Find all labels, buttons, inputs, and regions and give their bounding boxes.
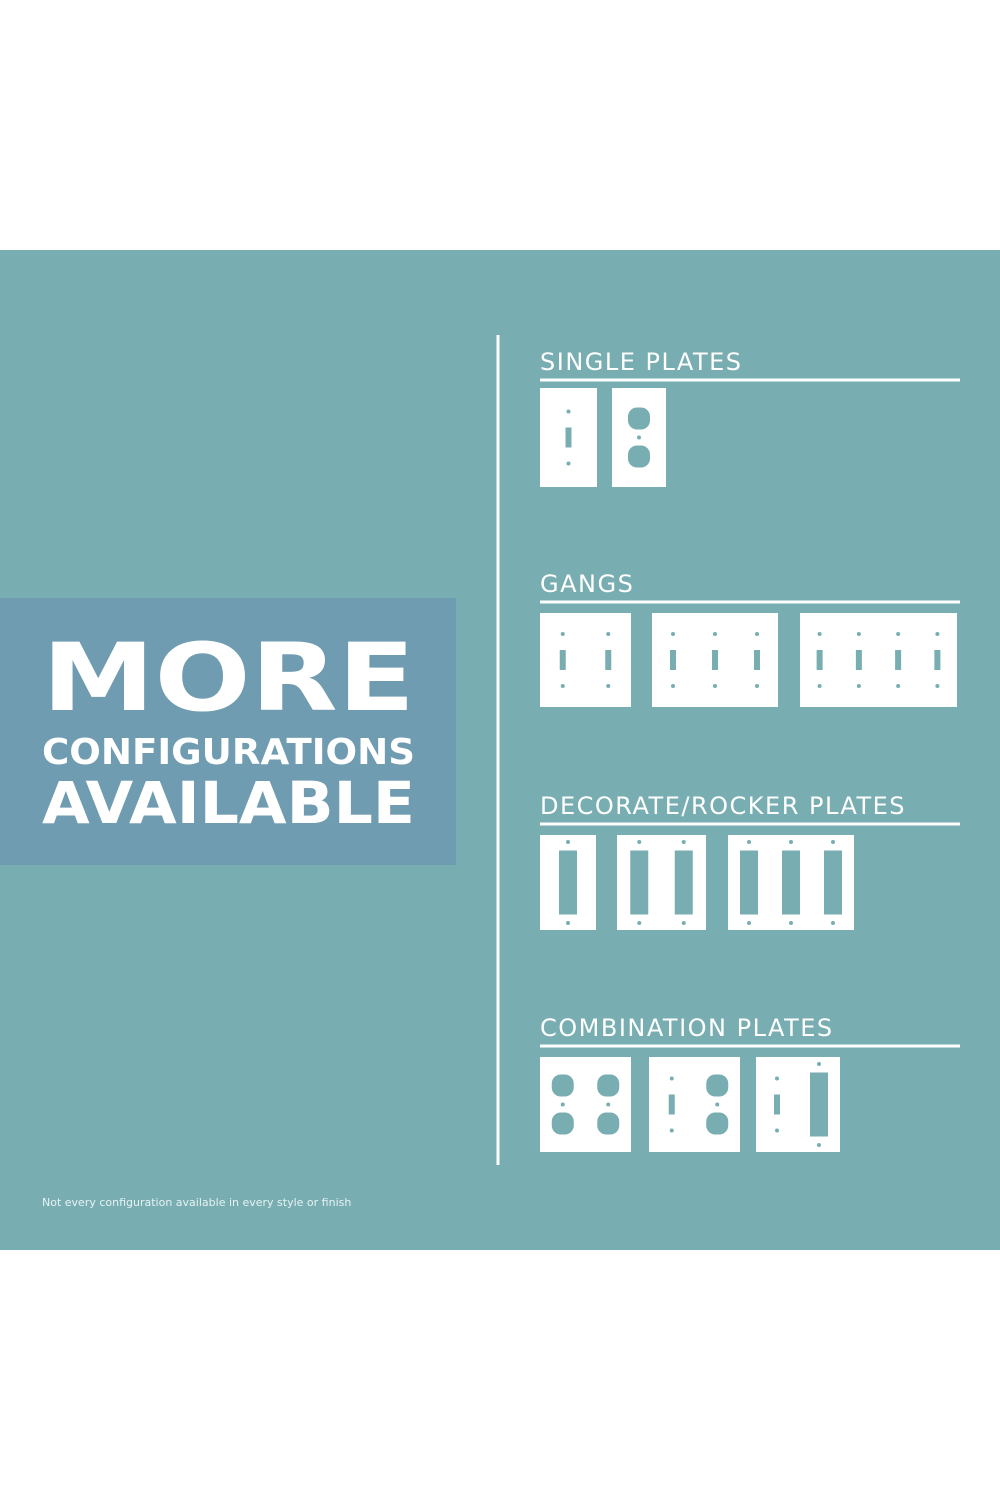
screw	[669, 1076, 674, 1081]
plate	[649, 1057, 740, 1152]
screw	[817, 632, 822, 636]
screw	[566, 461, 571, 466]
screw	[681, 840, 686, 844]
promo-line: MORE	[42, 624, 415, 733]
promo-line: AVAILABLE	[42, 769, 415, 837]
toggle-slot	[559, 650, 566, 670]
screw	[606, 1102, 611, 1107]
screw	[789, 840, 793, 844]
screw	[637, 435, 641, 440]
section-title: DECORATE/ROCKER PLATES	[540, 792, 906, 820]
rocker-slot	[630, 850, 649, 915]
rocker-slot	[740, 850, 758, 915]
promo-box	[0, 598, 456, 865]
plate	[540, 613, 631, 707]
toggle-slot	[565, 427, 572, 448]
outlet	[706, 1074, 729, 1097]
rocker-slot	[559, 850, 577, 915]
screw	[935, 632, 940, 636]
screw	[775, 1076, 779, 1081]
screw	[671, 684, 675, 688]
screw	[935, 684, 940, 688]
toggle-slot	[816, 650, 823, 670]
screw	[606, 684, 611, 688]
outlet	[551, 1074, 574, 1097]
screw	[669, 1128, 674, 1133]
toggle-slot	[670, 650, 676, 670]
screw	[747, 921, 751, 925]
screw	[896, 684, 901, 688]
screw	[817, 684, 822, 688]
rocker-slot	[824, 850, 842, 915]
outlet	[706, 1112, 729, 1135]
toggle-slot	[774, 1094, 780, 1115]
rocker-slot	[674, 850, 693, 915]
outlet	[597, 1112, 620, 1135]
screw	[606, 632, 611, 636]
rocker-slot	[810, 1072, 828, 1137]
screw	[831, 921, 835, 925]
toggle-slot	[605, 650, 612, 670]
plate	[540, 1057, 631, 1152]
toggle-slot	[668, 1094, 675, 1115]
screw	[856, 684, 861, 688]
section-title: COMBINATION PLATES	[540, 1014, 834, 1042]
screw	[817, 1143, 821, 1147]
screw	[637, 840, 642, 844]
promo-line: CONFIGURATIONS	[42, 732, 415, 773]
outlet	[628, 445, 650, 468]
plate	[800, 613, 957, 707]
screw	[560, 684, 565, 688]
screw	[775, 1128, 779, 1133]
screw	[566, 921, 570, 925]
screw	[637, 921, 642, 925]
outlet	[628, 407, 650, 430]
screw	[560, 1102, 565, 1107]
screw	[896, 632, 901, 636]
screw	[566, 840, 570, 844]
screw	[817, 1062, 821, 1066]
toggle-slot	[855, 650, 862, 670]
section-title: GANGS	[540, 570, 634, 598]
screw	[755, 632, 759, 636]
screw	[715, 1102, 720, 1107]
screw	[560, 632, 565, 636]
screw	[831, 840, 835, 844]
screw	[566, 409, 571, 414]
toggle-slot	[895, 650, 902, 670]
screw	[755, 684, 759, 688]
screw	[713, 632, 717, 636]
screw	[789, 921, 793, 925]
screw	[713, 684, 717, 688]
toggle-slot	[934, 650, 941, 670]
screw	[681, 921, 686, 925]
section-title: SINGLE PLATES	[540, 348, 743, 376]
screw	[671, 632, 675, 636]
screw	[856, 632, 861, 636]
outlet	[551, 1112, 574, 1135]
toggle-slot	[712, 650, 718, 670]
outlet	[597, 1074, 620, 1097]
screw	[747, 840, 751, 844]
footnote: Not every configuration available in eve…	[42, 1196, 351, 1209]
toggle-slot	[754, 650, 760, 670]
rocker-slot	[782, 850, 800, 915]
